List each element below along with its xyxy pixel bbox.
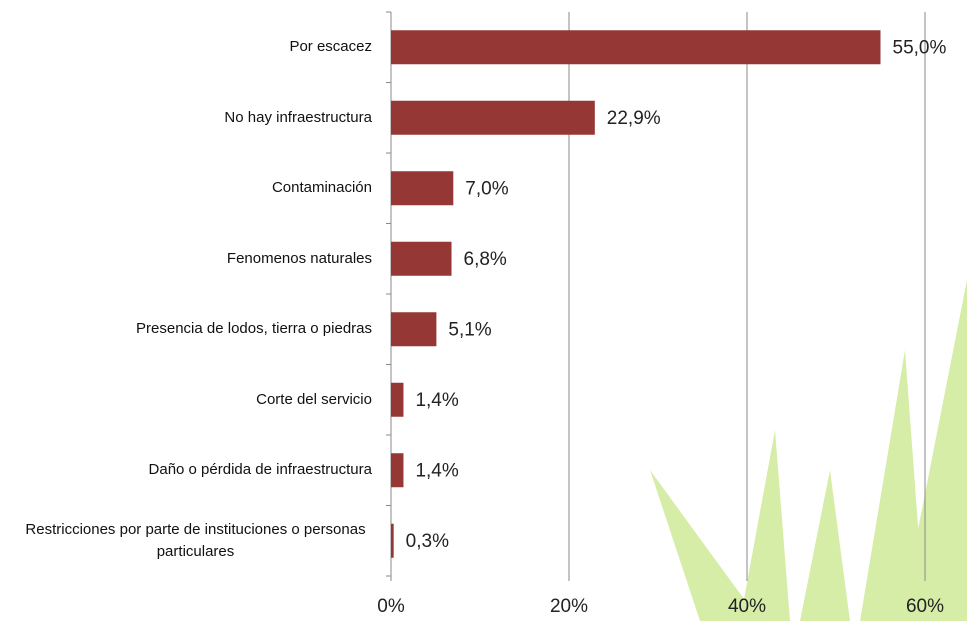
- bar: [391, 171, 453, 205]
- x-tick-label: 20%: [550, 596, 588, 617]
- bar: [391, 312, 436, 346]
- y-tick-label: Corte del servicio: [256, 389, 372, 411]
- bar: [391, 30, 881, 64]
- value-label: 7,0%: [465, 178, 508, 199]
- bar: [391, 524, 394, 558]
- grass-blade: [800, 470, 850, 621]
- value-label: 0,3%: [406, 531, 449, 552]
- background-grass: [650, 280, 967, 621]
- bar: [391, 101, 595, 135]
- bar: [391, 242, 452, 276]
- y-tick-label: Por escacez: [289, 36, 372, 58]
- bar: [391, 383, 403, 417]
- x-tick-label: 0%: [377, 596, 405, 617]
- chart-page: 0% 20% 40% 60% 55,0% 22,9% 7,0% 6,8% 5,1% 1,4% 1,4…: [0, 0, 967, 621]
- y-tick-label: Restricciones por parte de instituciones…: [8, 519, 383, 563]
- value-label: 1,4%: [415, 390, 458, 411]
- value-label: 55,0%: [893, 37, 947, 58]
- y-tick-label: Daño o pérdida de infraestructura: [149, 459, 372, 481]
- x-tick-label: 60%: [906, 596, 944, 617]
- y-tick-label: Presencia de lodos, tierra o piedras: [136, 318, 372, 340]
- y-tick-label: Fenomenos naturales: [227, 248, 372, 270]
- value-label: 6,8%: [464, 249, 507, 270]
- x-tick-label: 40%: [728, 596, 766, 617]
- y-tick-label: Contaminación: [272, 177, 372, 199]
- value-label: 5,1%: [448, 319, 491, 340]
- value-label: 22,9%: [607, 108, 661, 129]
- value-label: 1,4%: [415, 460, 458, 481]
- bar: [391, 453, 403, 487]
- y-tick-label: No hay infraestructura: [224, 107, 372, 129]
